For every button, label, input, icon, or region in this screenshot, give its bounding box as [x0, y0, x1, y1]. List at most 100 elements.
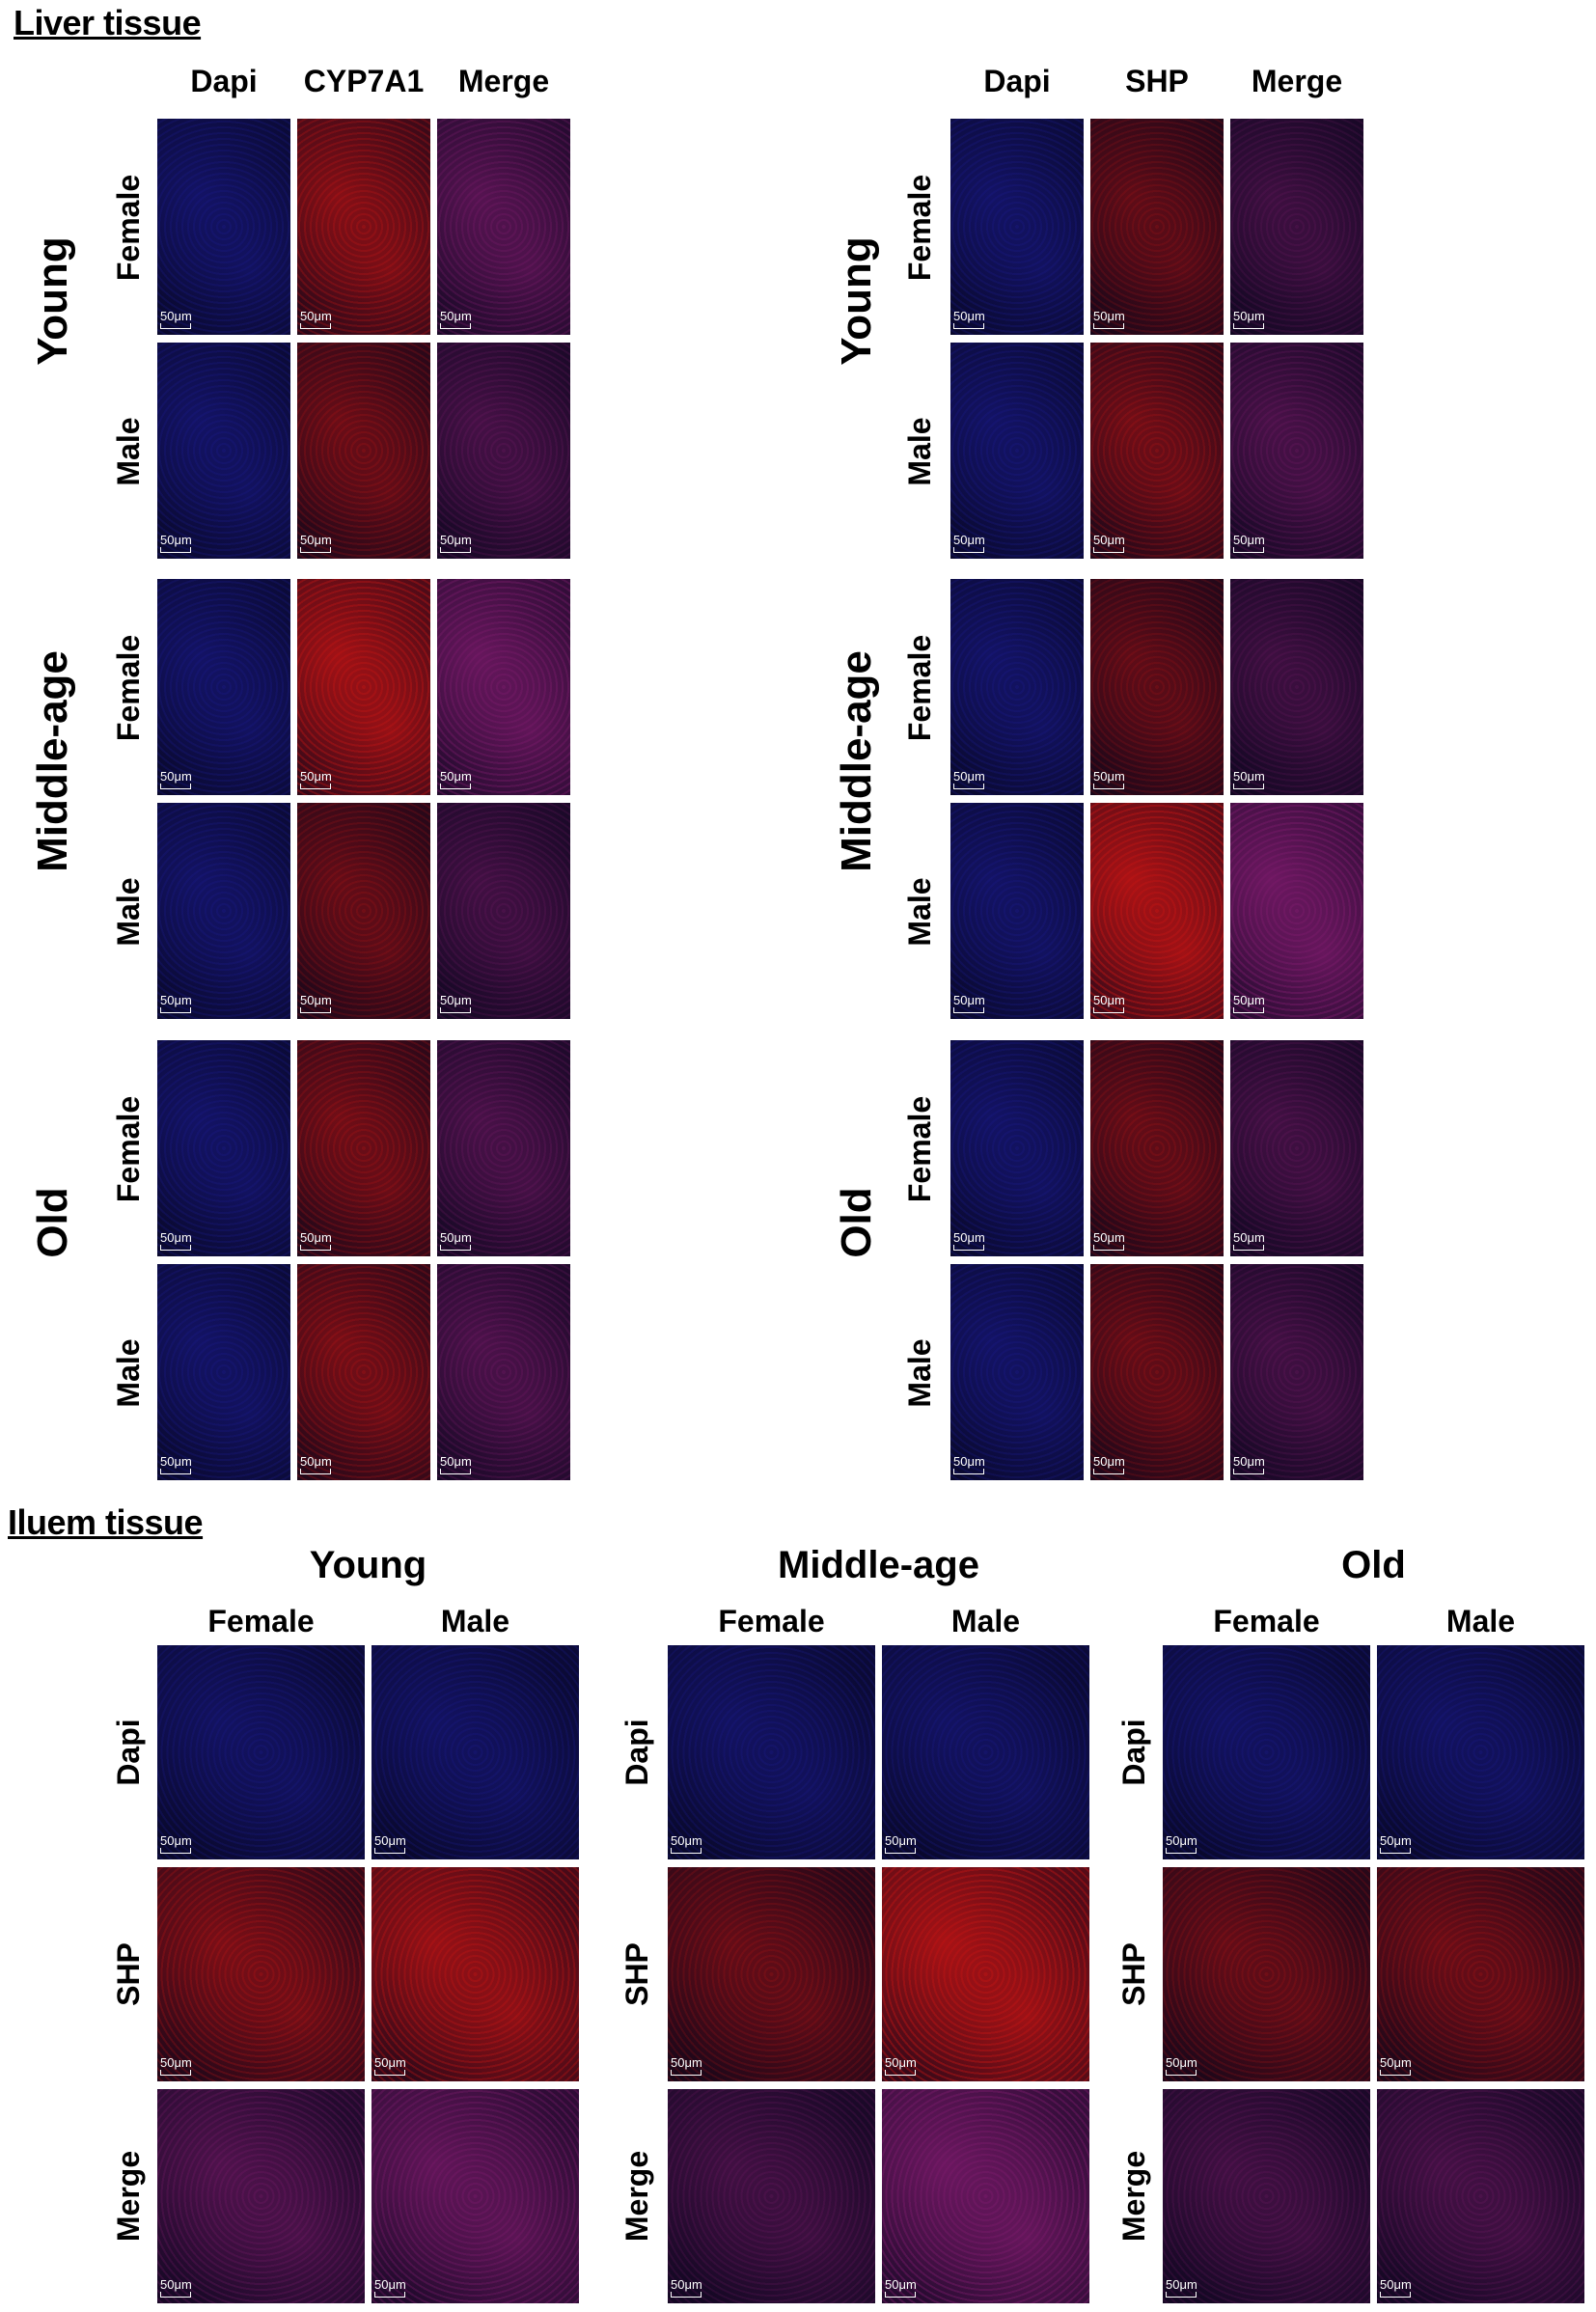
ileum-young-female-shp-panel-texture — [157, 1867, 365, 2081]
ileum-old-female-merge-panel-texture — [1163, 2089, 1370, 2303]
ileum-young-male-merge-panel: 50μm — [371, 2089, 579, 2303]
liver-block1-young-male-dapi-panel: 50μm — [157, 343, 290, 559]
liver-block2-col-merge-header: Merge — [1251, 64, 1343, 98]
liver-block2-old-male-shp-panel: 50μm — [1090, 1264, 1224, 1480]
scale-bar-line — [953, 1007, 984, 1013]
liver-block2-middle-age-male-shp-panel: 50μm — [1090, 803, 1224, 1019]
scale-bar-line — [300, 1469, 331, 1474]
liver-block2-old-male-shp-panel-scale-bar: 50μm — [1093, 1455, 1125, 1474]
liver-block1-middle-age-female-cyp7a1-panel-texture — [297, 579, 430, 795]
liver-block1-old-male-merge-panel: 50μm — [437, 1264, 570, 1480]
ileum-section-title: Iluem tissue — [8, 1502, 204, 1542]
ileum-middle-age-row-dapi-label: Dapi — [619, 1719, 654, 1786]
scale-bar-line — [440, 1007, 471, 1013]
liver-block2-young-female-shp-panel-scale-bar: 50μm — [1093, 310, 1125, 329]
scale-bar-label: 50μm — [1093, 533, 1125, 547]
liver-block1-old-male-cyp7a1-panel: 50μm — [297, 1264, 430, 1480]
scale-bar-label: 50μm — [1166, 2055, 1197, 2070]
scale-bar-label: 50μm — [1233, 1454, 1265, 1469]
scale-bar-label: 50μm — [300, 993, 332, 1007]
liver-block1-old-male-cyp7a1-panel-scale-bar: 50μm — [300, 1455, 332, 1474]
liver-block2-old-female-merge-panel-scale-bar: 50μm — [1233, 1231, 1265, 1251]
liver-block1-middle-age-female-dapi-panel-texture — [157, 579, 290, 795]
ileum-young-row-dapi-label: Dapi — [111, 1719, 146, 1786]
ileum-group-middle-age-header: Middle-age — [778, 1544, 979, 1586]
ileum-old-female-dapi-panel-texture — [1163, 1645, 1370, 1859]
ileum-middle-age-male-header: Male — [950, 1604, 1021, 1638]
ileum-middle-age-male-dapi-panel-texture — [882, 1645, 1089, 1859]
liver-block1-age-young-label: Young — [29, 236, 76, 366]
ileum-young-male-merge-panel-texture — [371, 2089, 579, 2303]
scale-bar-label: 50μm — [160, 993, 192, 1007]
scale-bar-label: 50μm — [1380, 1833, 1412, 1848]
ileum-old-male-dapi-panel: 50μm — [1377, 1645, 1584, 1859]
scale-bar-line — [953, 323, 984, 329]
ileum-old-male-shp-panel-scale-bar: 50μm — [1380, 2056, 1412, 2076]
liver-block2-old-female-dapi-panel: 50μm — [950, 1040, 1084, 1256]
ileum-middle-age-male-dapi-panel-scale-bar: 50μm — [885, 1834, 917, 1854]
scale-bar-line — [160, 2292, 191, 2298]
scale-bar-label: 50μm — [160, 2055, 192, 2070]
scale-bar-line — [953, 784, 984, 789]
ileum-middle-age-male-merge-panel-texture — [882, 2089, 1089, 2303]
liver-block2-middle-age-male-merge-panel-texture — [1230, 803, 1363, 1019]
liver-block1-middle-age-male-merge-panel-scale-bar: 50μm — [440, 994, 472, 1013]
ileum-young-male-dapi-panel: 50μm — [371, 1645, 579, 1859]
ileum-old-male-header: Male — [1445, 1604, 1516, 1638]
ileum-young-male-shp-panel: 50μm — [371, 1867, 579, 2081]
liver-block2-middle-age-female-dapi-panel: 50μm — [950, 579, 1084, 795]
liver-block1-old-male-cyp7a1-panel-texture — [297, 1264, 430, 1480]
scale-bar-label: 50μm — [885, 1833, 917, 1848]
liver-block2-middle-age-female-shp-panel: 50μm — [1090, 579, 1224, 795]
liver-block1-young-male-label: Male — [111, 417, 146, 486]
liver-block1-middle-age-female-dapi-panel-scale-bar: 50μm — [160, 770, 192, 789]
scale-bar-line — [1233, 1469, 1264, 1474]
liver-block2-old-male-merge-panel-scale-bar: 50μm — [1233, 1455, 1265, 1474]
scale-bar-line — [1166, 2292, 1197, 2298]
scale-bar-line — [160, 2070, 191, 2076]
scale-bar-label: 50μm — [953, 309, 985, 323]
ileum-middle-age-male-shp-panel-texture — [882, 1867, 1089, 2081]
scale-bar-label: 50μm — [953, 769, 985, 784]
scale-bar-line — [300, 323, 331, 329]
liver-block1-middle-age-female-dapi-panel: 50μm — [157, 579, 290, 795]
ileum-old-male-shp-panel: 50μm — [1377, 1867, 1584, 2081]
scale-bar-label: 50μm — [440, 769, 472, 784]
ileum-middle-age-female-shp-panel-texture — [668, 1867, 875, 2081]
scale-bar-line — [885, 2292, 916, 2298]
liver-block1-old-female-cyp7a1-panel: 50μm — [297, 1040, 430, 1256]
liver-block2-middle-age-male-dapi-panel: 50μm — [950, 803, 1084, 1019]
scale-bar-label: 50μm — [1380, 2055, 1412, 2070]
ileum-young-female-dapi-panel: 50μm — [157, 1645, 365, 1859]
liver-block1-old-male-dapi-panel-texture — [157, 1264, 290, 1480]
scale-bar-label: 50μm — [671, 2055, 702, 2070]
scale-bar-label: 50μm — [374, 1833, 406, 1848]
liver-block1-age-middle-age-label: Middle-age — [29, 650, 76, 872]
ileum-old-female-dapi-panel: 50μm — [1163, 1645, 1370, 1859]
liver-block2-middle-age-male-dapi-panel-texture — [950, 803, 1084, 1019]
scale-bar-label: 50μm — [440, 993, 472, 1007]
ileum-middle-age-female-shp-panel-scale-bar: 50μm — [671, 2056, 702, 2076]
scale-bar-label: 50μm — [160, 533, 192, 547]
liver-block1-middle-age-female-cyp7a1-panel: 50μm — [297, 579, 430, 795]
scale-bar-line — [953, 547, 984, 553]
scale-bar-line — [374, 2292, 405, 2298]
liver-block2-young-male-dapi-panel: 50μm — [950, 343, 1084, 559]
scale-bar-line — [953, 1469, 984, 1474]
scale-bar-line — [160, 784, 191, 789]
liver-block2-young-female-dapi-panel-scale-bar: 50μm — [953, 310, 985, 329]
ileum-young-male-dapi-panel-scale-bar: 50μm — [374, 1834, 406, 1854]
scale-bar-line — [300, 1245, 331, 1251]
scale-bar-line — [1093, 1245, 1124, 1251]
ileum-old-female-header: Female — [1213, 1604, 1320, 1638]
scale-bar-label: 50μm — [300, 1454, 332, 1469]
scale-bar-label: 50μm — [1233, 309, 1265, 323]
ileum-young-male-header: Male — [440, 1604, 510, 1638]
liver-block2-age-middle-age-label: Middle-age — [833, 650, 880, 872]
scale-bar-label: 50μm — [1233, 769, 1265, 784]
liver-block2-young-female-dapi-panel: 50μm — [950, 119, 1084, 335]
ileum-old-row-merge-label: Merge — [1116, 2150, 1151, 2243]
liver-block2-age-young-label: Young — [833, 236, 880, 366]
liver-block2-young-female-merge-panel-scale-bar: 50μm — [1233, 310, 1265, 329]
scale-bar-line — [160, 1007, 191, 1013]
